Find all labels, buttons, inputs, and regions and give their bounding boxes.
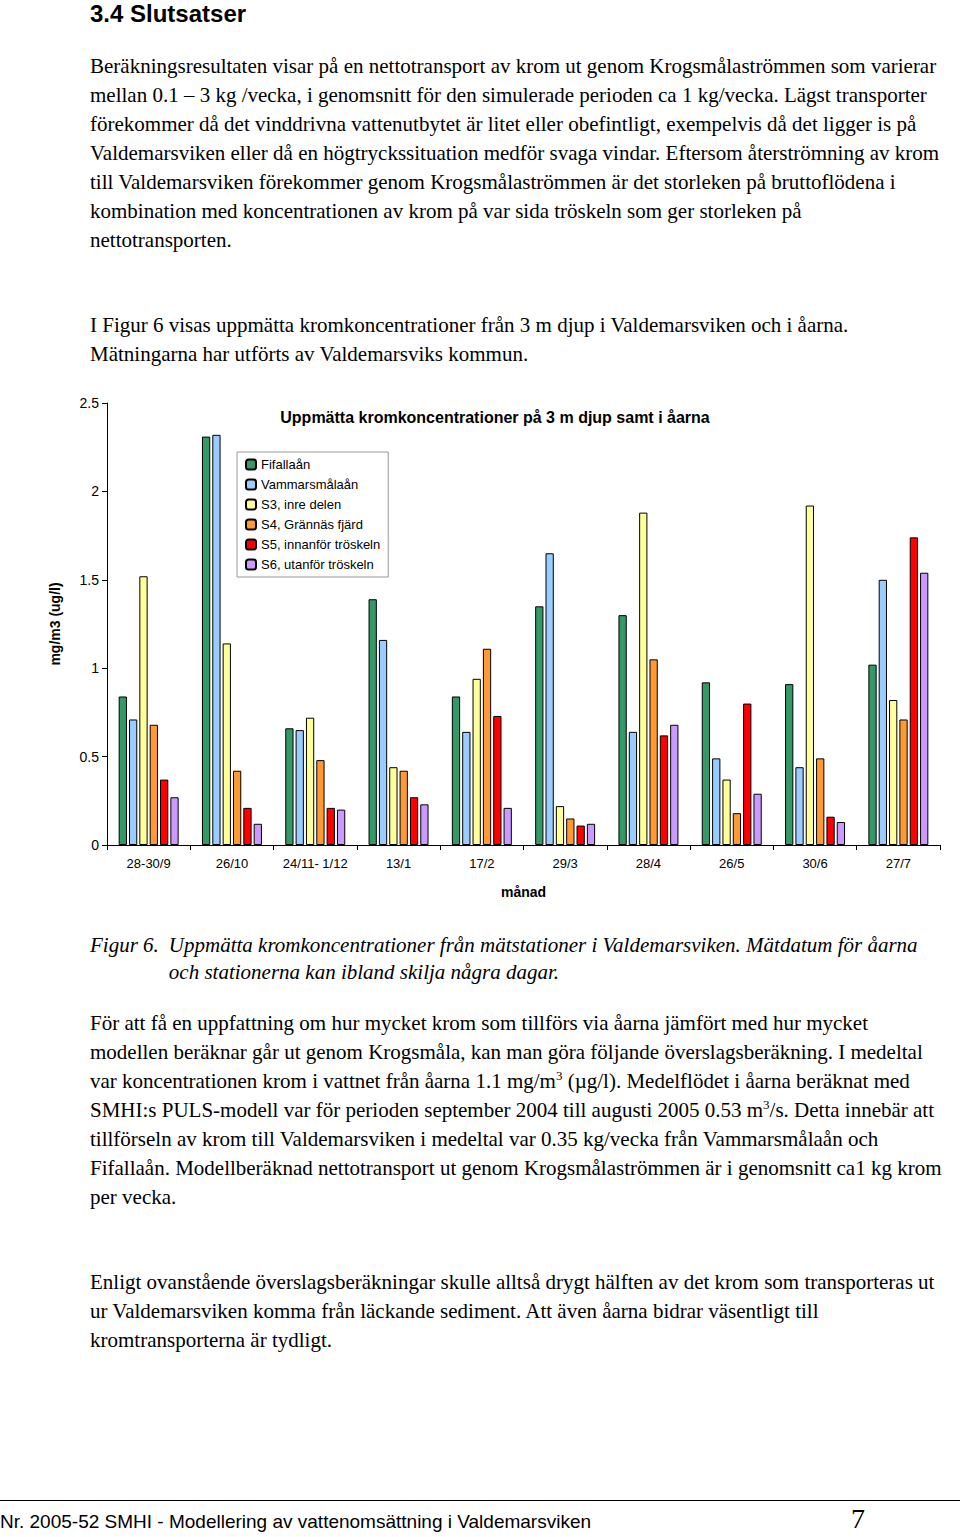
svg-text:1: 1 <box>91 660 99 676</box>
html-text:Figur 6.: Figur 6. <box>90 933 159 957</box>
html-text:Nr. 2005-52 SMHI - Modellering: Nr. 2005-52 SMHI - Modellering av vatten… <box>0 1511 591 1532</box>
svg-text:2.5: 2.5 <box>80 395 100 411</box>
svg-text:0.5: 0.5 <box>80 749 100 765</box>
svg-text:mg/m3 (ug/l): mg/m3 (ug/l) <box>47 582 63 665</box>
svg-text:S5, innanför tröskeln: S5, innanför tröskeln <box>261 537 380 552</box>
html-text:3.4 Slutsatser: 3.4 Slutsatser <box>90 0 247 27</box>
svg-text:13/1: 13/1 <box>386 856 411 871</box>
svg-text:26/10: 26/10 <box>216 856 249 871</box>
svg-text:2: 2 <box>91 483 99 499</box>
svg-text:1.5: 1.5 <box>80 572 100 588</box>
html-text:Beräkningsresultaten visar på: Beräkningsresultaten visar på en nettotr… <box>90 54 940 252</box>
svg-text:26/5: 26/5 <box>719 856 744 871</box>
svg-text:Uppmätta kromkoncentrationer p: Uppmätta kromkoncentrationer på 3 m djup… <box>280 409 710 426</box>
svg-text:24/11- 1/12: 24/11- 1/12 <box>283 856 348 871</box>
svg-text:17/2: 17/2 <box>469 856 494 871</box>
html-text:Uppmätta kromkoncentrationer f: Uppmätta kromkoncentrationer från mätsta… <box>168 933 918 984</box>
html-text:Enligt ovanstående överslagsbe: Enligt ovanstående överslagsberäkningar … <box>90 1270 935 1352</box>
svg-text:28-30/9: 28-30/9 <box>127 856 171 871</box>
svg-text:30/6: 30/6 <box>802 856 827 871</box>
html-text:För att få en uppfattning om h: För att få en uppfattning om hur mycket … <box>90 1011 942 1209</box>
html-text:7: 7 <box>851 1503 865 1534</box>
svg-text:29/3: 29/3 <box>552 856 577 871</box>
svg-text:28/4: 28/4 <box>636 856 661 871</box>
svg-text:S6, utanför tröskeln: S6, utanför tröskeln <box>261 557 374 572</box>
svg-text:Fifallaån: Fifallaån <box>261 457 310 472</box>
svg-text:0: 0 <box>91 837 99 853</box>
svg-text:S4, Grännäs fjärd: S4, Grännäs fjärd <box>261 517 363 532</box>
svg-text:S3, inre delen: S3, inre delen <box>261 497 341 512</box>
svg-text:27/7: 27/7 <box>886 856 911 871</box>
html-text:I Figur 6 visas uppmätta kromk: I Figur 6 visas uppmätta kromkoncentrati… <box>90 313 849 366</box>
svg-text:månad: månad <box>501 884 546 900</box>
svg-text:Vammarsmålaån: Vammarsmålaån <box>261 477 358 492</box>
